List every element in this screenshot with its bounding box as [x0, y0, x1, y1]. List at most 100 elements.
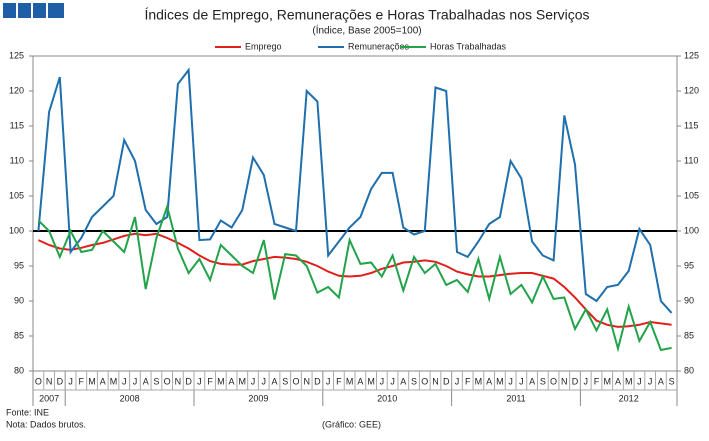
- x-group-label: 2008: [120, 393, 140, 403]
- x-tick-label: J: [519, 376, 524, 386]
- x-tick-label: M: [346, 376, 354, 386]
- x-tick-label: S: [411, 376, 417, 386]
- y-tick-label: 115: [10, 120, 24, 130]
- series-line: [37, 232, 672, 328]
- x-tick-label: N: [303, 376, 310, 386]
- x-tick-label: F: [336, 376, 342, 386]
- x-tick-label: A: [658, 376, 664, 386]
- x-tick-label: M: [88, 376, 96, 386]
- x-tick-label: F: [79, 376, 85, 386]
- x-tick-label: S: [669, 376, 675, 386]
- x-tick-label: N: [561, 376, 568, 386]
- x-tick-label: O: [421, 376, 428, 386]
- y-tick-label: 90: [14, 295, 24, 305]
- x-tick-label: M: [475, 376, 483, 386]
- logo-block: [3, 3, 16, 18]
- x-tick-label: O: [35, 376, 42, 386]
- logo-block: [33, 3, 46, 18]
- x-tick-label: S: [282, 376, 288, 386]
- y2-tick-label: 85: [684, 330, 694, 340]
- x-tick-label: D: [314, 376, 321, 386]
- y-tick-label: 95: [14, 260, 24, 270]
- x-tick-label: J: [390, 376, 395, 386]
- y-tick-label: 110: [10, 155, 24, 165]
- y-tick-label: 120: [9, 85, 24, 95]
- legend-label: Remunerações: [348, 41, 410, 51]
- x-tick-label: N: [175, 376, 182, 386]
- x-tick-label: J: [508, 376, 513, 386]
- y-tick-label: 100: [9, 225, 24, 235]
- x-tick-label: A: [615, 376, 621, 386]
- x-tick-label: J: [380, 376, 385, 386]
- x-tick-label: N: [46, 376, 53, 386]
- x-tick-label: A: [486, 376, 492, 386]
- plot-frame: [32, 55, 678, 372]
- note: Nota: Dados brutos.: [6, 419, 86, 429]
- x-tick-label: J: [326, 376, 331, 386]
- x-tick-label: J: [637, 376, 642, 386]
- series-line: [37, 203, 672, 353]
- x-group-label: 2011: [506, 393, 525, 403]
- x-tick-label: A: [100, 376, 106, 386]
- x-tick-label: M: [496, 376, 504, 386]
- logo-block: [18, 3, 31, 18]
- x-tick-label: J: [133, 376, 138, 386]
- x-tick-label: M: [110, 376, 118, 386]
- y-tick-label: 85: [14, 330, 24, 340]
- x-tick-label: M: [217, 376, 225, 386]
- legend-label: Emprego: [245, 41, 282, 51]
- x-tick-label: J: [455, 376, 460, 386]
- credit: (Gráfico: GEE): [322, 419, 381, 429]
- x-tick-label: D: [185, 376, 192, 386]
- x-tick-label: J: [262, 376, 267, 386]
- x-tick-label: J: [584, 376, 589, 386]
- y-tick-label: 105: [9, 190, 24, 200]
- x-tick-label: O: [164, 376, 171, 386]
- x-group-label: 2009: [248, 393, 268, 403]
- x-tick-label: S: [540, 376, 546, 386]
- series-line: [37, 67, 673, 314]
- x-tick-label: J: [648, 376, 653, 386]
- y2-tick-label: 105: [684, 190, 699, 200]
- x-tick-label: M: [367, 376, 375, 386]
- y2-tick-label: 115: [684, 120, 698, 130]
- x-tick-label: A: [357, 376, 363, 386]
- x-tick-label: F: [207, 376, 213, 386]
- x-tick-label: O: [292, 376, 299, 386]
- legend-label: Horas Trabalhadas: [430, 41, 507, 51]
- x-tick-label: A: [400, 376, 406, 386]
- y2-tick-label: 100: [684, 225, 699, 235]
- y2-tick-label: 90: [684, 295, 694, 305]
- x-tick-label: M: [603, 376, 611, 386]
- logo-block: [48, 3, 64, 18]
- x-tick-label: S: [153, 376, 159, 386]
- x-tick-label: O: [550, 376, 557, 386]
- x-tick-label: A: [229, 376, 235, 386]
- x-group-label: 2010: [377, 393, 397, 403]
- y-tick-label: 125: [9, 50, 24, 60]
- chart-subtitle: (Índice, Base 2005=100): [312, 24, 421, 37]
- x-tick-label: D: [443, 376, 450, 386]
- y2-tick-label: 125: [684, 50, 699, 60]
- x-group-label: 2012: [619, 393, 639, 403]
- x-tick-label: D: [572, 376, 579, 386]
- x-tick-label: J: [251, 376, 256, 386]
- y2-tick-label: 95: [684, 260, 694, 270]
- x-tick-label: N: [432, 376, 439, 386]
- x-tick-label: F: [465, 376, 471, 386]
- x-tick-label: M: [625, 376, 633, 386]
- x-tick-label: D: [57, 376, 64, 386]
- x-group-label: 2007: [39, 393, 59, 403]
- source: Fonte: INE: [6, 407, 49, 417]
- x-tick-label: J: [68, 376, 73, 386]
- x-tick-label: A: [271, 376, 277, 386]
- y2-tick-label: 120: [684, 85, 699, 95]
- x-tick-label: J: [197, 376, 202, 386]
- chart-title: Índices de Emprego, Remunerações e Horas…: [144, 7, 589, 23]
- x-tick-label: M: [239, 376, 247, 386]
- y2-tick-label: 80: [684, 365, 694, 375]
- y2-tick-label: 110: [684, 155, 698, 165]
- x-tick-label: A: [529, 376, 535, 386]
- x-tick-label: A: [143, 376, 149, 386]
